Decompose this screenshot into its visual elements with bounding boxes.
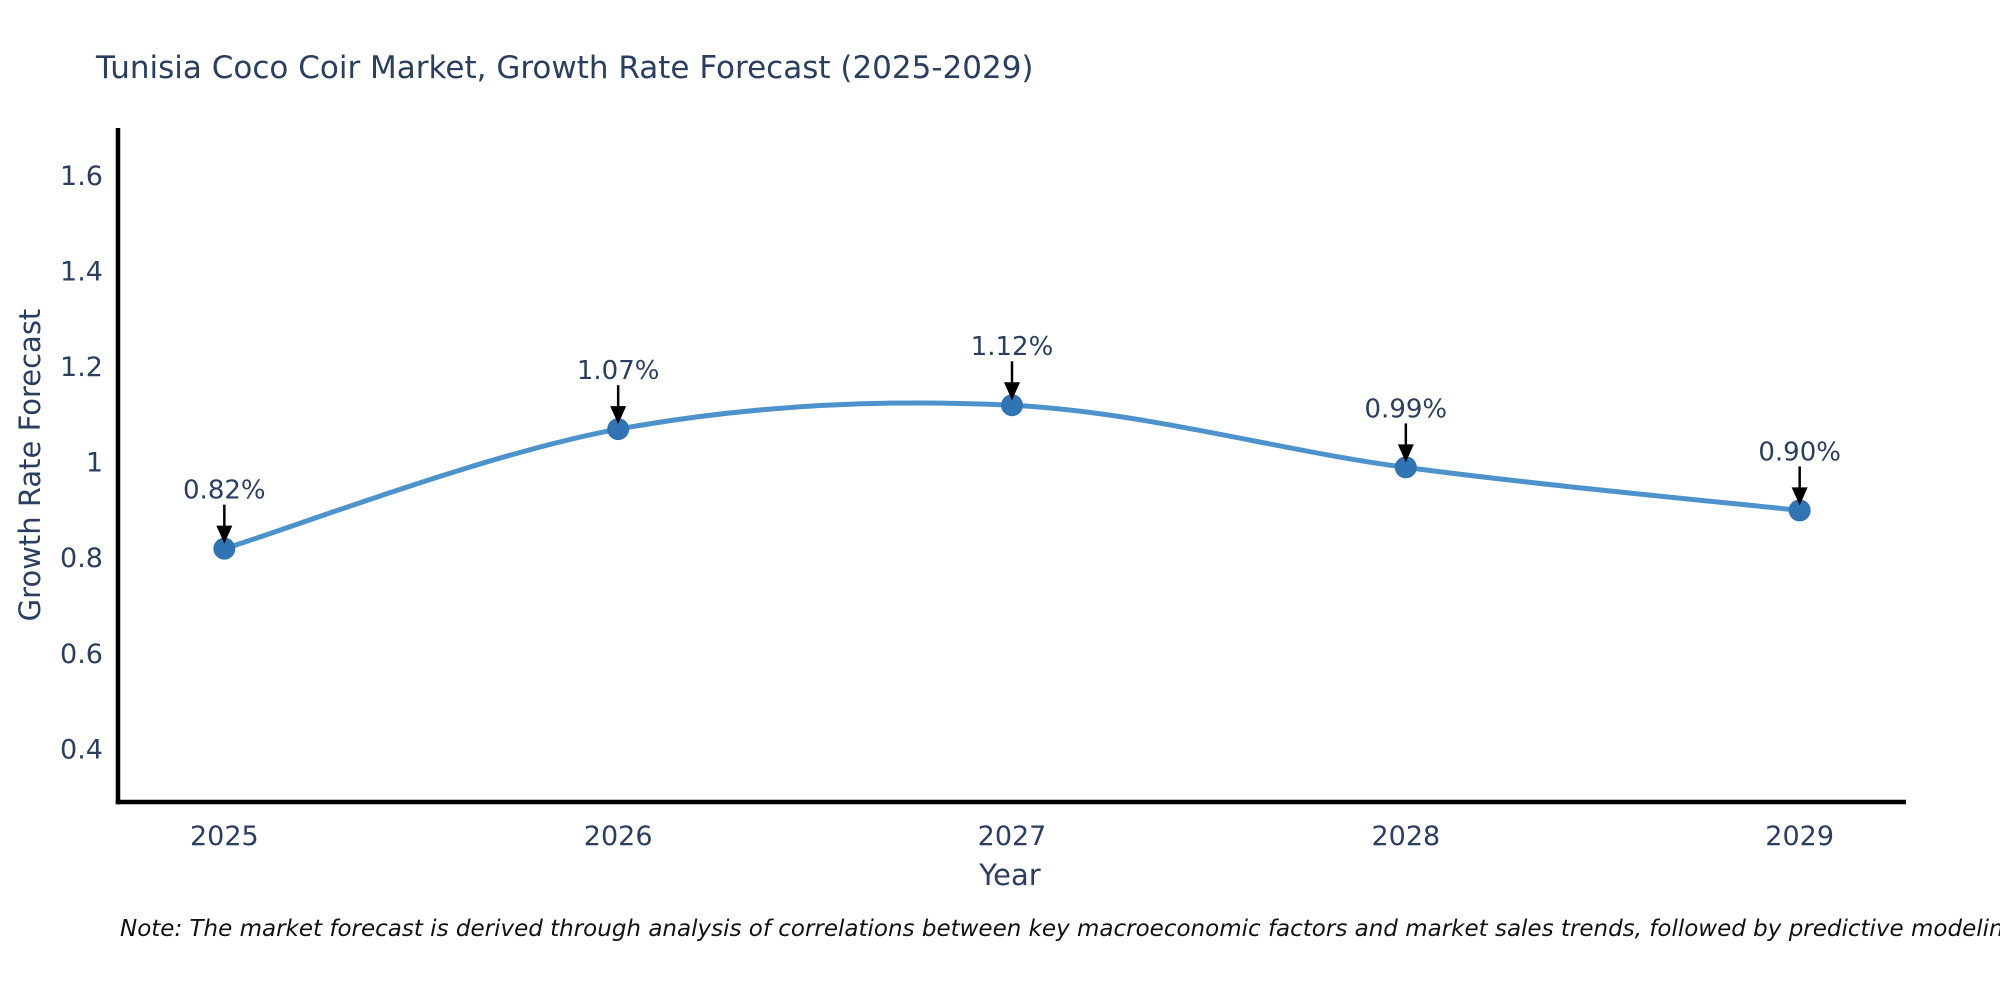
data-point-2025	[213, 537, 236, 560]
annotation-arrowhead	[610, 406, 627, 425]
y-tick-label: 1.6	[60, 161, 103, 192]
footnote: Note: The market forecast is derived thr…	[120, 916, 2000, 942]
x-tick-label: 2029	[1765, 821, 1834, 852]
y-tick-label: 1.4	[60, 256, 103, 287]
x-tick-label: 2028	[1371, 821, 1440, 852]
annotation-arrowhead	[1397, 444, 1414, 463]
data-point-2029	[1788, 499, 1811, 522]
forecast-line	[221, 400, 1803, 552]
point-label-2025: 0.82%	[183, 476, 266, 506]
data-point-2027	[1001, 394, 1023, 417]
data-point-2026	[607, 418, 630, 441]
point-label-2028: 0.99%	[1365, 394, 1448, 424]
chart-title: Tunisia Coco Coir Market, Growth Rate Fo…	[96, 50, 1034, 86]
x-axis-title: Year	[979, 858, 1041, 892]
y-tick-label: 0.8	[60, 543, 103, 574]
x-tick-label: 2027	[978, 821, 1047, 852]
y-axis-title: Growth Rate Forecast	[13, 308, 47, 622]
x-tick-label: 2025	[190, 821, 259, 852]
x-tick-label: 2026	[584, 821, 653, 852]
y-tick-label: 1.2	[60, 352, 103, 383]
annotation-arrowhead	[1791, 487, 1808, 506]
y-tick-label: 0.4	[60, 734, 103, 765]
annotation-arrowhead	[216, 525, 233, 544]
y-tick-label: 1	[86, 448, 103, 479]
point-label-2026: 1.07%	[577, 356, 660, 386]
y-tick-label: 0.6	[60, 639, 103, 670]
point-label-2029: 0.90%	[1758, 437, 1841, 467]
point-label-2027: 1.12%	[971, 332, 1054, 362]
annotation-arrowhead	[1004, 382, 1020, 401]
data-point-2028	[1394, 456, 1417, 479]
